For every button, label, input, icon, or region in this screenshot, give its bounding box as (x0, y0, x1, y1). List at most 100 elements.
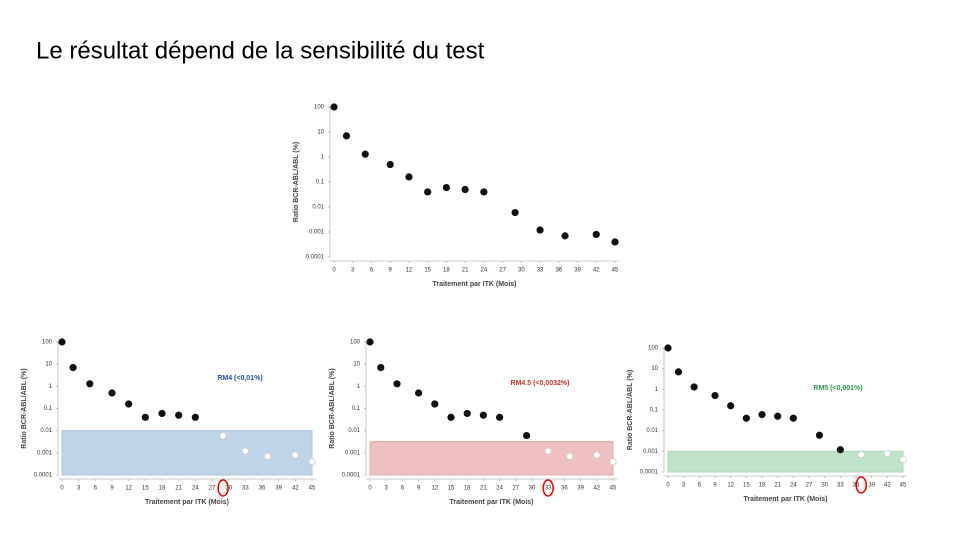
data-point (480, 188, 488, 196)
data-point (463, 409, 471, 418)
data-point (447, 413, 455, 421)
x-tick-label: 24 (481, 268, 488, 274)
data-point (108, 389, 116, 397)
x-tick-label: 33 (242, 486, 249, 492)
data-point (899, 455, 907, 464)
x-tick-label: 0 (332, 268, 336, 274)
data-point (592, 230, 600, 239)
y-tick-label: 0.0001 (306, 255, 325, 261)
data-point (393, 380, 401, 388)
threshold-label: RM4 (<0,01%) (217, 375, 262, 382)
x-tick-label: 45 (900, 483, 907, 489)
y-tick-label: 100 (648, 346, 659, 352)
x-tick-label: 0 (60, 486, 64, 492)
data-point (789, 414, 797, 422)
threshold-band (369, 441, 614, 476)
data-point (611, 238, 619, 246)
y-tick-label: 10 (45, 362, 52, 368)
y-tick-label: 0.01 (312, 205, 324, 211)
y-tick-label: 0.01 (348, 428, 360, 434)
y-tick-label: 0.0001 (640, 470, 659, 476)
x-tick-label: 0 (368, 486, 372, 492)
y-tick-label: 0.1 (352, 406, 361, 412)
data-point (536, 226, 544, 234)
y-tick-label: 0.01 (646, 428, 658, 434)
y-tick-label: 0.1 (650, 408, 659, 414)
data-point (566, 452, 574, 460)
x-tick-label: 42 (593, 268, 600, 274)
x-tick-label: 15 (424, 268, 431, 274)
y-tick-label: 100 (314, 105, 325, 111)
x-tick-label: 12 (406, 268, 413, 274)
y-axis-label: Ratio BCR-ABL/ABL (%) (293, 142, 300, 222)
x-tick-label: 45 (610, 486, 617, 492)
x-tick-label: 3 (77, 486, 81, 492)
data-point (377, 364, 385, 372)
y-tick-label: 100 (350, 340, 361, 346)
x-tick-label: 27 (806, 483, 813, 489)
y-tick-label: 1 (655, 387, 659, 393)
y-tick-label: 0.0001 (342, 473, 361, 479)
x-tick-label: 27 (499, 268, 506, 274)
data-point (263, 452, 272, 460)
x-tick-label: 18 (443, 268, 450, 274)
y-axis-label: Ratio BCR-ABL/ABL (%) (329, 368, 336, 448)
y-tick-label: 0.001 (643, 449, 659, 455)
y-tick-label: 0.1 (316, 180, 325, 186)
x-tick-label: 18 (464, 486, 471, 492)
x-tick-label: 3 (351, 268, 355, 274)
x-tick-label: 15 (743, 483, 750, 489)
data-point (664, 344, 672, 352)
x-tick-label: 6 (698, 483, 702, 489)
data-point (609, 458, 617, 466)
x-tick-label: 9 (417, 486, 421, 492)
data-point (69, 364, 77, 372)
highlight-circle (542, 479, 554, 497)
x-tick-label: 3 (385, 486, 389, 492)
slide-title: Le résultat dépend de la sensibilité du … (36, 37, 485, 64)
x-tick-label: 30 (529, 486, 536, 492)
data-point (405, 173, 413, 181)
data-point (241, 447, 249, 455)
data-point (883, 449, 891, 457)
y-tick-label: 10 (353, 362, 360, 368)
data-point (561, 232, 569, 240)
x-tick-label: 9 (713, 483, 717, 489)
x-tick-label: 24 (496, 486, 503, 492)
x-tick-label: 21 (175, 486, 182, 492)
data-point (58, 338, 66, 346)
data-point (431, 400, 439, 408)
x-axis-label: Traitement par ITK (Mois) (432, 281, 516, 288)
x-tick-label: 42 (292, 486, 299, 492)
x-tick-label: 6 (401, 486, 405, 492)
data-point (175, 411, 183, 419)
data-point (836, 446, 844, 454)
x-tick-label: 21 (774, 483, 781, 489)
x-tick-label: 39 (275, 486, 282, 492)
x-tick-label: 24 (192, 486, 199, 492)
data-point (442, 183, 450, 192)
x-tick-label: 6 (94, 486, 98, 492)
x-tick-label: 39 (574, 268, 581, 274)
threshold-band (667, 450, 904, 473)
y-tick-label: 1 (49, 384, 53, 390)
y-tick-label: 1 (321, 155, 325, 161)
y-tick-label: 100 (42, 340, 53, 346)
x-tick-label: 27 (209, 486, 216, 492)
x-axis-label: Traitement par ITK (Mois) (145, 499, 229, 506)
x-tick-label: 18 (159, 486, 166, 492)
data-point (414, 389, 423, 397)
x-tick-label: 36 (259, 486, 266, 492)
x-tick-label: 36 (555, 268, 562, 274)
x-tick-label: 12 (431, 486, 438, 492)
y-axis-label: Ratio BCR-ABL/ABL (%) (21, 368, 28, 448)
x-tick-label: 33 (537, 268, 544, 274)
x-tick-label: 6 (370, 268, 374, 274)
data-point (424, 188, 432, 196)
y-tick-label: 0.001 (309, 230, 325, 236)
data-point (511, 208, 519, 217)
x-tick-label: 18 (759, 483, 766, 489)
data-point (479, 411, 487, 419)
data-point (308, 458, 316, 466)
x-tick-label: 36 (561, 486, 568, 492)
